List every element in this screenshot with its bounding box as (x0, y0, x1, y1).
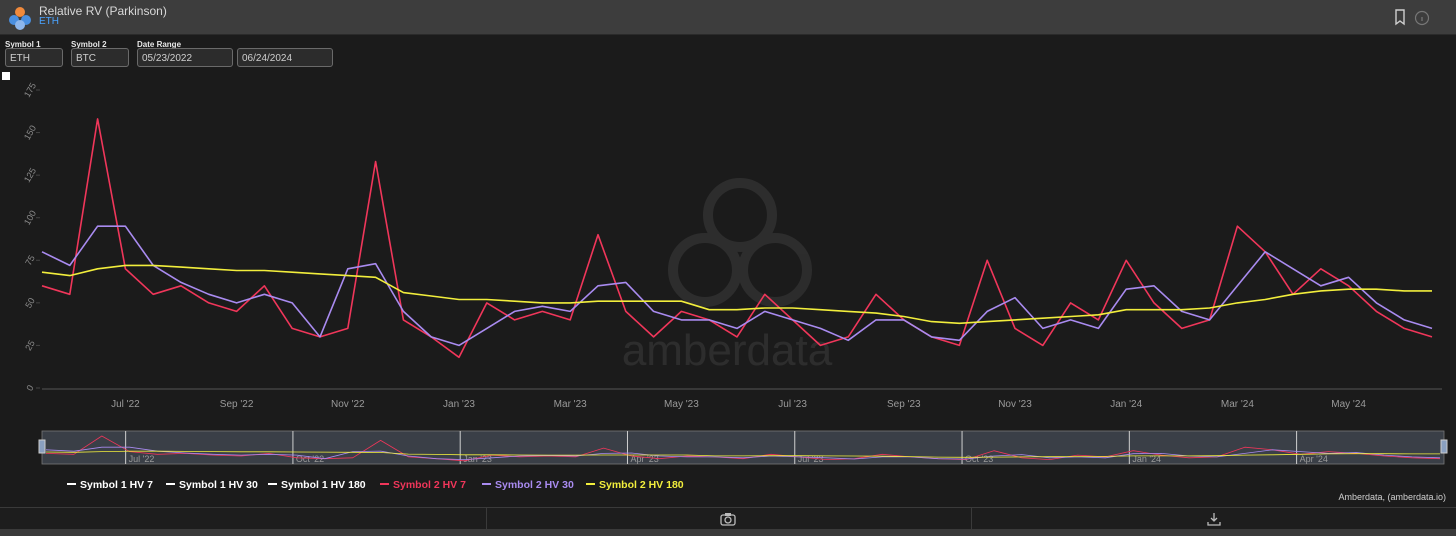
navigator-line (45, 450, 1440, 458)
x-tick-label: May '24 (1331, 399, 1366, 410)
legend-label: Symbol 2 HV 30 (495, 479, 574, 491)
legend-item[interactable]: Symbol 1 HV 180 (268, 479, 366, 491)
y-tick-label: 125 (22, 166, 38, 184)
legend-label: Symbol 1 HV 30 (179, 479, 258, 491)
legend-item[interactable]: Symbol 2 HV 180 (586, 479, 684, 491)
navigator-line (45, 446, 1441, 460)
series-line (41, 118, 1433, 359)
date-input[interactable]: 05/23/2022 (137, 48, 233, 67)
y-tick-label: 150 (22, 124, 38, 142)
symbol-input[interactable]: BTC (71, 48, 129, 67)
legend-label: Symbol 2 HV 180 (599, 479, 684, 491)
y-tick-label: 25 (23, 339, 37, 353)
download-button[interactable] (1207, 512, 1221, 526)
y-tick-label: 175 (22, 81, 38, 99)
legend-item[interactable]: Symbol 1 HV 7 (67, 479, 153, 491)
logo (9, 7, 31, 30)
x-tick-label: Jul '22 (111, 399, 140, 410)
navigator-label: Jan '24 (1132, 454, 1161, 464)
widget-title: Relative RV (Parkinson) (39, 4, 167, 18)
navigator-label: Oct '22 (296, 454, 324, 464)
y-tick-label: 50 (23, 296, 37, 310)
x-tick-label: Mar '23 (554, 399, 587, 410)
navigator-label: Jul '23 (798, 454, 824, 464)
y-tick-label: 75 (23, 253, 37, 267)
credits[interactable]: Amberdata, (amberdata.io) (1338, 492, 1446, 502)
series-line (41, 264, 1432, 325)
x-tick-label: Nov '22 (331, 399, 365, 410)
symbol-input[interactable]: ETH (5, 48, 63, 67)
navigator-label: Apr '23 (630, 454, 658, 464)
toolbar (0, 507, 1456, 530)
control-label: Symbol 1 (5, 40, 41, 49)
x-tick-label: Jul '23 (778, 399, 807, 410)
legend-item[interactable]: Symbol 1 HV 30 (166, 479, 258, 491)
x-tick-label: Nov '23 (998, 399, 1032, 410)
date-input[interactable]: 06/24/2024 (237, 48, 333, 67)
legend-item[interactable]: Symbol 2 HV 30 (482, 479, 574, 491)
x-tick-label: Jan '23 (443, 399, 475, 410)
legend-label: Symbol 1 HV 180 (281, 479, 366, 491)
x-tick-label: Sep '23 (887, 399, 921, 410)
navigator-handle[interactable] (38, 439, 46, 454)
camera-button[interactable] (720, 512, 736, 526)
title-bar: Relative RV (Parkinson) ETH (0, 0, 1456, 35)
widget-subtitle: ETH (39, 16, 59, 27)
x-tick-label: May '23 (664, 399, 699, 410)
expand-toggle[interactable] (2, 72, 10, 80)
x-tick-label: Jan '24 (1110, 399, 1142, 410)
watermark-logo (668, 178, 812, 307)
navigator-handle[interactable] (1440, 439, 1448, 454)
navigator-label: Oct '23 (965, 454, 993, 464)
bottom-edge (0, 529, 1456, 536)
series-line (41, 225, 1433, 347)
x-tick-label: Mar '24 (1221, 399, 1254, 410)
chart: amberdata Amberdata, (amberdata.io) 0 25 5… (2, 72, 1448, 502)
navigator-label: Apr '24 (1300, 454, 1328, 464)
legend-label: Symbol 2 HV 7 (393, 479, 466, 491)
legend-item[interactable]: Symbol 2 HV 7 (380, 479, 466, 491)
control-label: Symbol 2 (71, 40, 107, 49)
x-tick-label: Sep '22 (220, 399, 254, 410)
navigator-label: Jul '22 (129, 454, 155, 464)
y-tick-label: 100 (22, 209, 38, 227)
y-tick-label: 0 (24, 383, 35, 392)
watermark: amberdata (622, 326, 833, 375)
legend-label: Symbol 1 HV 7 (80, 479, 153, 491)
control-label: Date Range (137, 40, 182, 49)
header-icons[interactable] (1392, 8, 1442, 28)
